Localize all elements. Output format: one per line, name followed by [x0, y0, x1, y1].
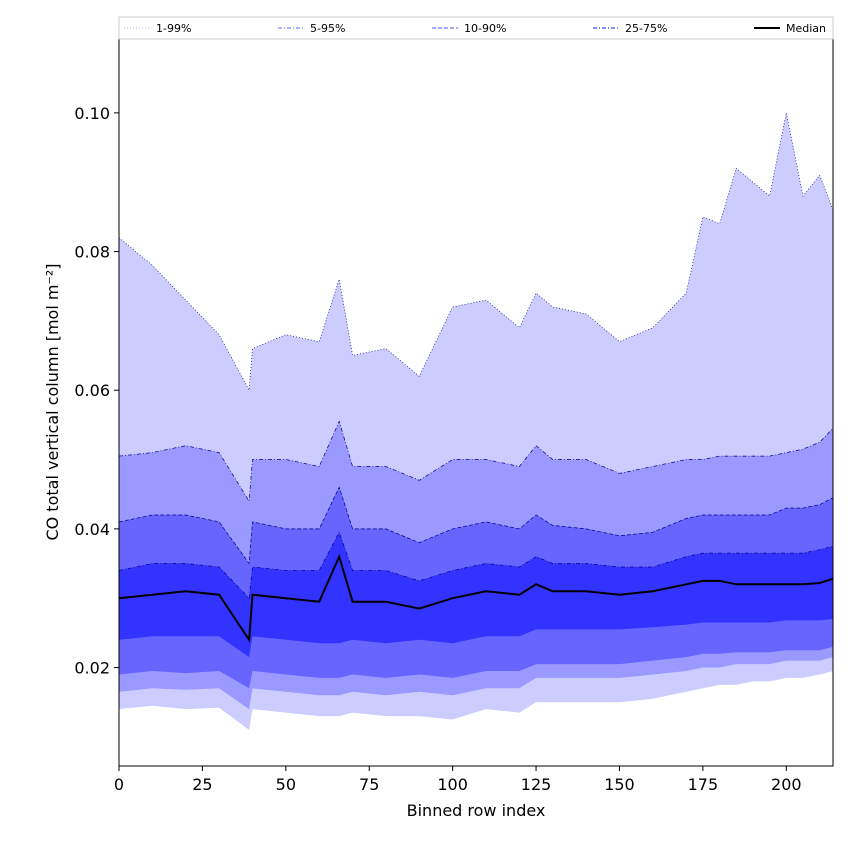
legend-label: 5-95% [310, 22, 345, 35]
band-25-75pct [119, 532, 833, 658]
x-tick-label: 75 [359, 775, 379, 794]
x-tick-label: 25 [192, 775, 212, 794]
legend-label: 1-99% [156, 22, 191, 35]
band-upper-edge-0 [118, 112, 834, 392]
x-tick-label: 150 [604, 775, 635, 794]
x-tick-label: 50 [276, 775, 296, 794]
legend-label: 10-90% [464, 22, 506, 35]
x-axis-label: Binned row index [407, 801, 546, 820]
band-upper-edge-2 [118, 486, 834, 565]
x-tick-label: 125 [521, 775, 552, 794]
y-tick-label: 0.06 [74, 381, 110, 400]
y-axis-label: CO total vertical column [mol m⁻²] [43, 263, 62, 540]
percentile-bands [118, 112, 834, 730]
x-tick-label: 200 [771, 775, 802, 794]
y-tick-label: 0.02 [74, 659, 110, 678]
y-tick-label: 0.04 [74, 520, 110, 539]
x-tick-label: 175 [688, 775, 719, 794]
legend-box [118, 16, 834, 40]
band-upper-edge-3 [118, 531, 834, 599]
legend-label: Median [786, 22, 826, 35]
y-axis-ticks: 0.02 0.04 0.06 0.08 0.10 [74, 104, 119, 678]
x-tick-label: 100 [437, 775, 468, 794]
y-tick-label: 0.10 [74, 104, 110, 123]
x-tick-label: 0 [114, 775, 124, 794]
y-tick-label: 0.08 [74, 243, 110, 262]
legend-label: 25-75% [625, 22, 667, 35]
legend-items: 1-99% 5-95% 10-90% 25-75% Median [124, 22, 826, 35]
median-line [118, 553, 834, 643]
x-axis-ticks: 0 25 50 75 100 125 150 175 200 [114, 766, 802, 794]
median-layer [118, 553, 834, 643]
legend: 1-99% 5-95% 10-90% 25-75% Median [118, 16, 834, 40]
